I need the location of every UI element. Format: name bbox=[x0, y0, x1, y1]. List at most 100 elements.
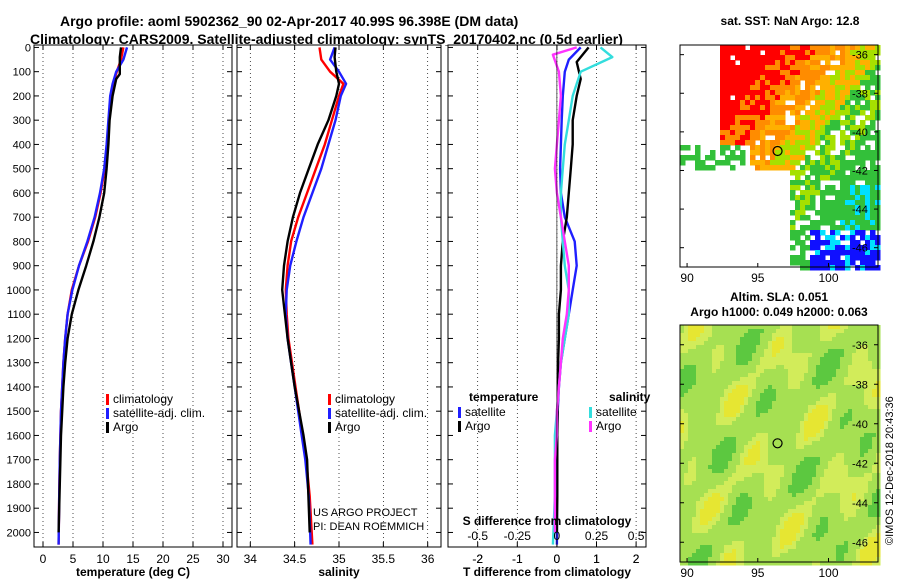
sla_map-cell bbox=[696, 365, 701, 370]
sla_map-cell bbox=[788, 397, 793, 402]
sla_map-cell bbox=[868, 373, 873, 378]
sla_map-cell bbox=[828, 421, 833, 426]
sst_map-cell bbox=[725, 145, 731, 151]
sst_map-cell bbox=[725, 50, 731, 56]
sla_map-cell bbox=[732, 541, 737, 546]
sla_map-cell bbox=[768, 521, 773, 526]
sla_map-cell bbox=[720, 521, 725, 526]
sla_map-cell bbox=[708, 421, 713, 426]
sla_map-cell bbox=[752, 449, 757, 454]
sst_map-frame bbox=[679, 44, 879, 268]
sla_map-cell bbox=[728, 449, 733, 454]
sst_map-cell bbox=[775, 50, 781, 56]
sla_map-cell bbox=[736, 361, 741, 366]
sla_map-cell bbox=[800, 421, 805, 426]
sla_map-cell bbox=[744, 325, 749, 330]
sla_map-cell bbox=[772, 453, 777, 458]
sst_map-cell bbox=[805, 180, 811, 186]
sla_map-cell bbox=[852, 461, 857, 466]
sla_map-cell bbox=[696, 549, 701, 554]
sla_map-cell bbox=[740, 393, 745, 398]
sla_map-cell bbox=[792, 529, 797, 534]
sla_map-cell bbox=[844, 345, 849, 350]
sla_map-cell bbox=[824, 333, 829, 338]
sst_map-cell bbox=[855, 65, 861, 71]
sst_map-cell bbox=[790, 95, 796, 101]
sla_map-cell bbox=[796, 561, 801, 566]
sla_map-cell bbox=[828, 473, 833, 478]
salinity-xtick-label: 36 bbox=[421, 552, 435, 566]
sla_map-cell bbox=[848, 517, 853, 522]
sst_map-cell bbox=[810, 135, 816, 141]
sla_map-cell bbox=[760, 481, 765, 486]
sla_map-cell bbox=[816, 341, 821, 346]
sla_map-cell bbox=[712, 517, 717, 522]
sla_map-cell bbox=[700, 389, 705, 394]
sla_map-cell bbox=[816, 421, 821, 426]
sst_map-cell bbox=[860, 185, 866, 191]
sla_map-cell bbox=[784, 429, 789, 434]
sla_map-cell bbox=[812, 473, 817, 478]
sla_map-cell bbox=[820, 529, 825, 534]
sla_map-cell bbox=[724, 361, 729, 366]
sla_map-cell bbox=[704, 433, 709, 438]
sst_map-cell bbox=[810, 230, 816, 236]
sla_map-cell bbox=[744, 469, 749, 474]
sla_map-cell bbox=[728, 405, 733, 410]
sst_map-cell bbox=[830, 215, 836, 221]
sst_map-cell bbox=[800, 70, 806, 76]
sst_map-cell bbox=[825, 95, 831, 101]
sst_map-cell bbox=[720, 120, 726, 126]
sla_map-cell bbox=[832, 545, 837, 550]
sla_map-cell bbox=[792, 357, 797, 362]
sst_map-cell bbox=[755, 90, 761, 96]
sla_map-cell bbox=[740, 533, 745, 538]
sst_map-cell bbox=[825, 155, 831, 161]
sla_map-cell bbox=[828, 561, 833, 566]
sla_map-cell bbox=[724, 493, 729, 498]
sst_map-cell bbox=[745, 140, 751, 146]
sla_map-cell bbox=[768, 513, 773, 518]
sst_map-cell bbox=[865, 260, 871, 266]
sst_map-cell bbox=[865, 210, 871, 216]
sst_map-cell bbox=[870, 110, 876, 116]
sla_map-cell bbox=[872, 517, 877, 522]
sst_map-cell bbox=[810, 225, 816, 231]
sla_map-cell bbox=[872, 509, 877, 514]
sla_map-cell bbox=[704, 545, 709, 550]
sst_map-cell bbox=[800, 165, 806, 171]
sla_map-cell bbox=[736, 381, 741, 386]
sla_map-cell bbox=[684, 553, 689, 558]
sla_map-cell bbox=[792, 385, 797, 390]
sla_map-cell bbox=[712, 497, 717, 502]
sla_map-cell bbox=[864, 473, 869, 478]
sst_map-cell bbox=[840, 190, 846, 196]
sst_map-cell bbox=[720, 45, 726, 51]
sla_map-cell bbox=[836, 533, 841, 538]
sst_map-cell bbox=[840, 200, 846, 206]
sst_map-cell bbox=[840, 55, 846, 61]
sla_map-cell bbox=[872, 325, 877, 330]
sla_map-cell bbox=[752, 353, 757, 358]
sla_map-cell bbox=[792, 369, 797, 374]
sla_map-cell bbox=[704, 425, 709, 430]
sst_map-cell bbox=[840, 45, 846, 51]
sst_map-cell bbox=[830, 165, 836, 171]
sla_map-cell bbox=[716, 461, 721, 466]
sla_map-cell bbox=[820, 509, 825, 514]
sla_map-cell bbox=[848, 437, 853, 442]
sst_map-cell bbox=[830, 75, 836, 81]
sst_map-cell bbox=[845, 85, 851, 91]
sla_map-cell bbox=[844, 445, 849, 450]
sla_map-cell bbox=[852, 429, 857, 434]
sla_map-cell bbox=[872, 361, 877, 366]
sla_map-cell bbox=[848, 381, 853, 386]
sst_map-cell bbox=[820, 170, 826, 176]
sla_map-cell bbox=[856, 373, 861, 378]
sst_map-cell bbox=[805, 75, 811, 81]
sst_map-cell bbox=[865, 115, 871, 121]
sla_map-cell bbox=[696, 389, 701, 394]
sla_map-cell bbox=[840, 521, 845, 526]
legend-swatch bbox=[589, 407, 592, 418]
sla_map-cell bbox=[824, 373, 829, 378]
